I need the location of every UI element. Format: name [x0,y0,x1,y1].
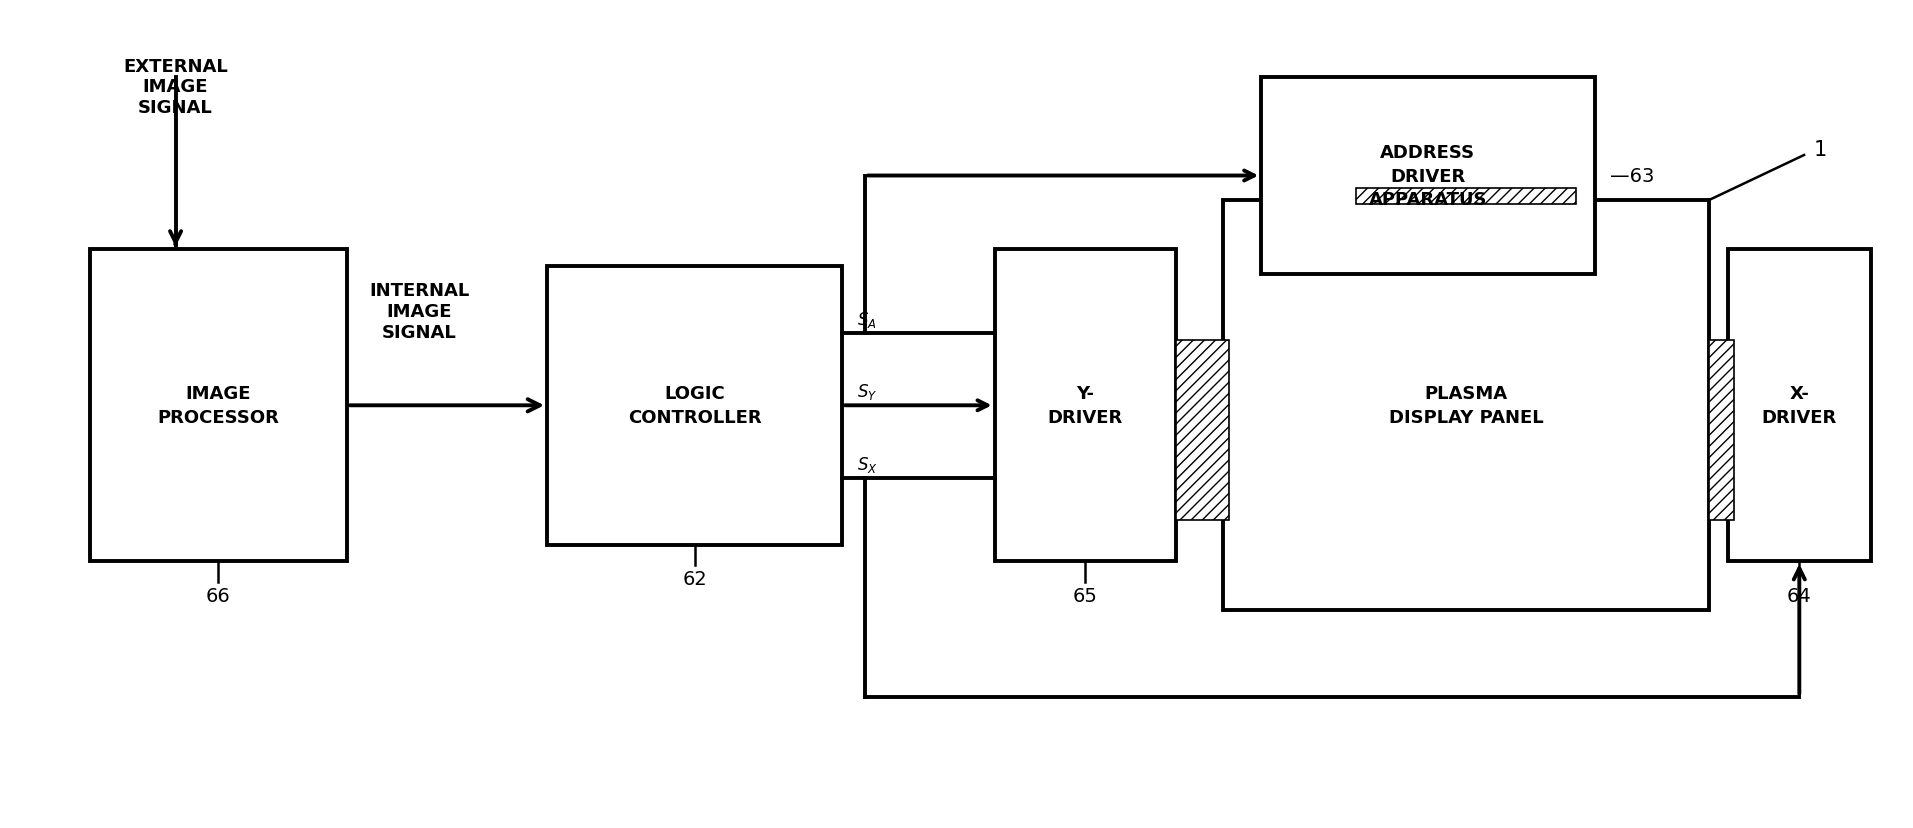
Text: Y-
DRIVER: Y- DRIVER [1048,385,1123,426]
Text: PLASMA
DISPLAY PANEL: PLASMA DISPLAY PANEL [1389,385,1544,426]
Bar [547,267,842,545]
Text: 66: 66 [207,586,231,605]
Text: $S_Y$: $S_Y$ [857,382,878,402]
Text: LOGIC
CONTROLLER: LOGIC CONTROLLER [627,385,761,426]
Text: INTERNAL
IMAGE
SIGNAL: INTERNAL IMAGE SIGNAL [369,282,469,341]
Bar [90,250,346,561]
Text: EXTERNAL
IMAGE
SIGNAL: EXTERNAL IMAGE SIGNAL [122,57,228,117]
Bar [995,250,1175,561]
Text: 62: 62 [683,570,708,589]
Text: 65: 65 [1073,586,1098,605]
Text: —63: —63 [1611,166,1655,185]
Text: $S_X$: $S_X$ [857,455,878,474]
Text: IMAGE
PROCESSOR: IMAGE PROCESSOR [157,385,279,426]
Bar [1708,340,1733,521]
Bar [1356,189,1576,205]
Text: $S_A$: $S_A$ [857,310,878,330]
Text: 1: 1 [1814,140,1827,160]
Bar [1222,201,1708,611]
Bar [1261,78,1595,275]
Bar [1175,340,1228,521]
Bar [1727,250,1871,561]
Text: X-
DRIVER: X- DRIVER [1762,385,1836,426]
Text: ADDRESS
DRIVER
APPARATUS: ADDRESS DRIVER APPARATUS [1368,144,1486,209]
Text: 64: 64 [1787,586,1812,605]
